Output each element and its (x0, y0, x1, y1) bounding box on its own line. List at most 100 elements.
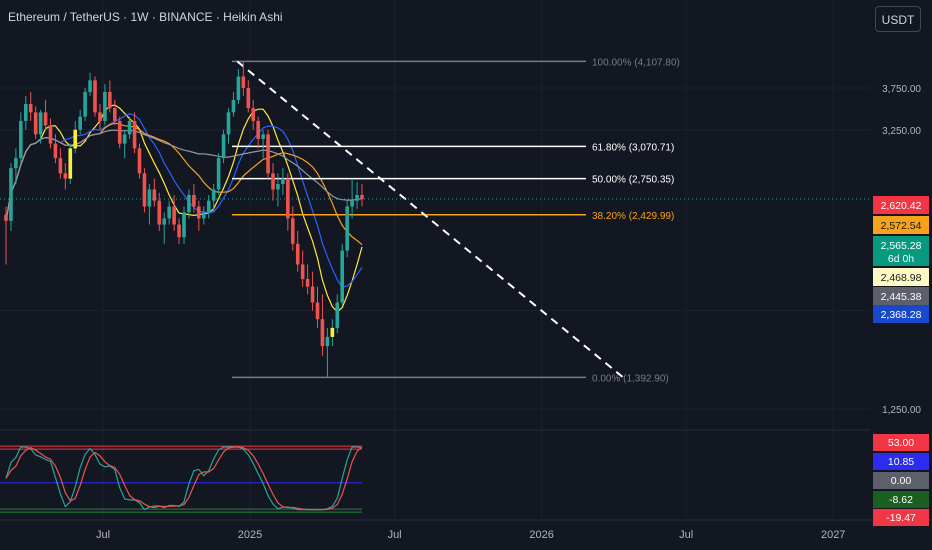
candle-30 (152, 178, 157, 207)
candle-35 (177, 218, 181, 244)
currency-button[interactable]: USDT (875, 6, 921, 32)
oscillator-pane (0, 445, 363, 513)
candle-0 (4, 206, 8, 265)
candle-28 (142, 168, 147, 213)
candle-41 (206, 195, 211, 219)
candle-29 (147, 183, 152, 225)
candle-52 (261, 129, 265, 159)
candle-4 (23, 95, 28, 130)
candle-11 (58, 148, 63, 179)
candle-45 (226, 108, 231, 144)
candle-17 (88, 72, 92, 96)
x-tick-label-0: Jul (96, 529, 110, 541)
candle-46 (231, 91, 236, 117)
svg-text:53.00: 53.00 (888, 437, 914, 449)
candle-1 (9, 163, 13, 231)
price-label-1: 2,572.54 (873, 216, 929, 234)
osc-label-4: -19.47 (873, 509, 929, 526)
candle-55 (276, 173, 280, 207)
candle-53 (266, 129, 270, 179)
candle-37 (187, 189, 191, 219)
candle-25 (127, 116, 132, 139)
candle-9 (48, 118, 53, 149)
candle-57 (286, 173, 290, 231)
fib-label-2: 50.00% (2,750.35) (592, 175, 674, 186)
candle-32 (162, 212, 167, 244)
grid (0, 0, 932, 521)
candle-63 (315, 286, 320, 328)
candle-71 (355, 181, 359, 209)
svg-text:2,572.54: 2,572.54 (881, 220, 922, 232)
candle-33 (167, 200, 171, 225)
candle-50 (251, 99, 256, 130)
osc-label-1: 10.85 (873, 453, 929, 470)
osc-label-2: 0.00 (873, 472, 929, 489)
candle-18 (93, 76, 97, 117)
candle-40 (201, 206, 206, 225)
candle-60 (300, 250, 305, 287)
candle-highlight-66 (330, 327, 335, 337)
svg-text:-19.47: -19.47 (886, 512, 916, 524)
candle-49 (246, 80, 251, 113)
candle-61 (305, 264, 310, 295)
candle-19 (98, 104, 102, 130)
candle-69 (345, 200, 349, 258)
candle-16 (83, 88, 87, 121)
osc-label-0: 53.00 (873, 434, 929, 451)
osc-label-3: -8.62 (873, 491, 929, 508)
fib-label-0: 100.00% (4,107.80) (592, 57, 680, 68)
candle-48 (241, 61, 246, 96)
price-label-5: 2,368.28 (873, 305, 929, 323)
candle-51 (256, 116, 260, 149)
svg-text:2,565.28: 2,565.28 (881, 240, 922, 252)
price-label-4: 2,445.38 (873, 287, 929, 305)
svg-text:0.00: 0.00 (891, 475, 912, 487)
candle-38 (192, 183, 196, 213)
y-tick-label-1: 3,250.00 (882, 126, 921, 137)
candle-62 (310, 271, 315, 311)
x-tick-label-4: Jul (679, 529, 693, 541)
svg-text:10.85: 10.85 (888, 456, 914, 468)
candle-2 (14, 148, 18, 184)
x-tick-label-1: 2025 (238, 529, 262, 541)
fib-label-1: 61.80% (3,070.71) (592, 142, 674, 153)
candle-highlight-13 (68, 148, 73, 179)
candle-27 (137, 143, 142, 179)
candle-7 (38, 109, 43, 144)
candle-22 (112, 99, 117, 126)
price-label-countdown: 6d 0h (888, 253, 914, 265)
candle-65 (325, 327, 330, 378)
candle-43 (216, 153, 221, 196)
fibonacci-retracement[interactable]: 100.00% (4,107.80) 61.80% (3,070.71) 50.00… (232, 57, 680, 384)
candle-6 (33, 106, 38, 139)
candle-34 (172, 195, 176, 231)
candle-15 (78, 109, 82, 135)
fib-label-4: 0.00% (1,392.90) (592, 373, 669, 384)
candle-54 (271, 163, 275, 201)
candle-64 (320, 294, 325, 356)
candle-12 (63, 163, 68, 190)
svg-text:2,445.38: 2,445.38 (881, 291, 922, 303)
candle-8 (43, 99, 48, 130)
price-label-3: 2,468.98 (873, 268, 929, 286)
svg-text:-8.62: -8.62 (889, 494, 913, 506)
candle-47 (236, 69, 241, 105)
candle-24 (122, 129, 127, 159)
fib-label-3: 38.20% (2,429.99) (592, 211, 674, 222)
x-tick-label-2: Jul (388, 529, 402, 541)
svg-text:2,620.42: 2,620.42 (881, 200, 922, 212)
candle-26 (132, 112, 137, 154)
candle-58 (290, 206, 295, 251)
price-label-0: 2,620.42 (873, 196, 929, 214)
candles (4, 61, 364, 378)
candle-44 (221, 129, 226, 164)
x-tick-label-5: 2027 (821, 529, 845, 541)
candle-31 (157, 192, 162, 231)
candle-68 (340, 243, 345, 306)
svg-text:2,368.28: 2,368.28 (881, 309, 922, 321)
